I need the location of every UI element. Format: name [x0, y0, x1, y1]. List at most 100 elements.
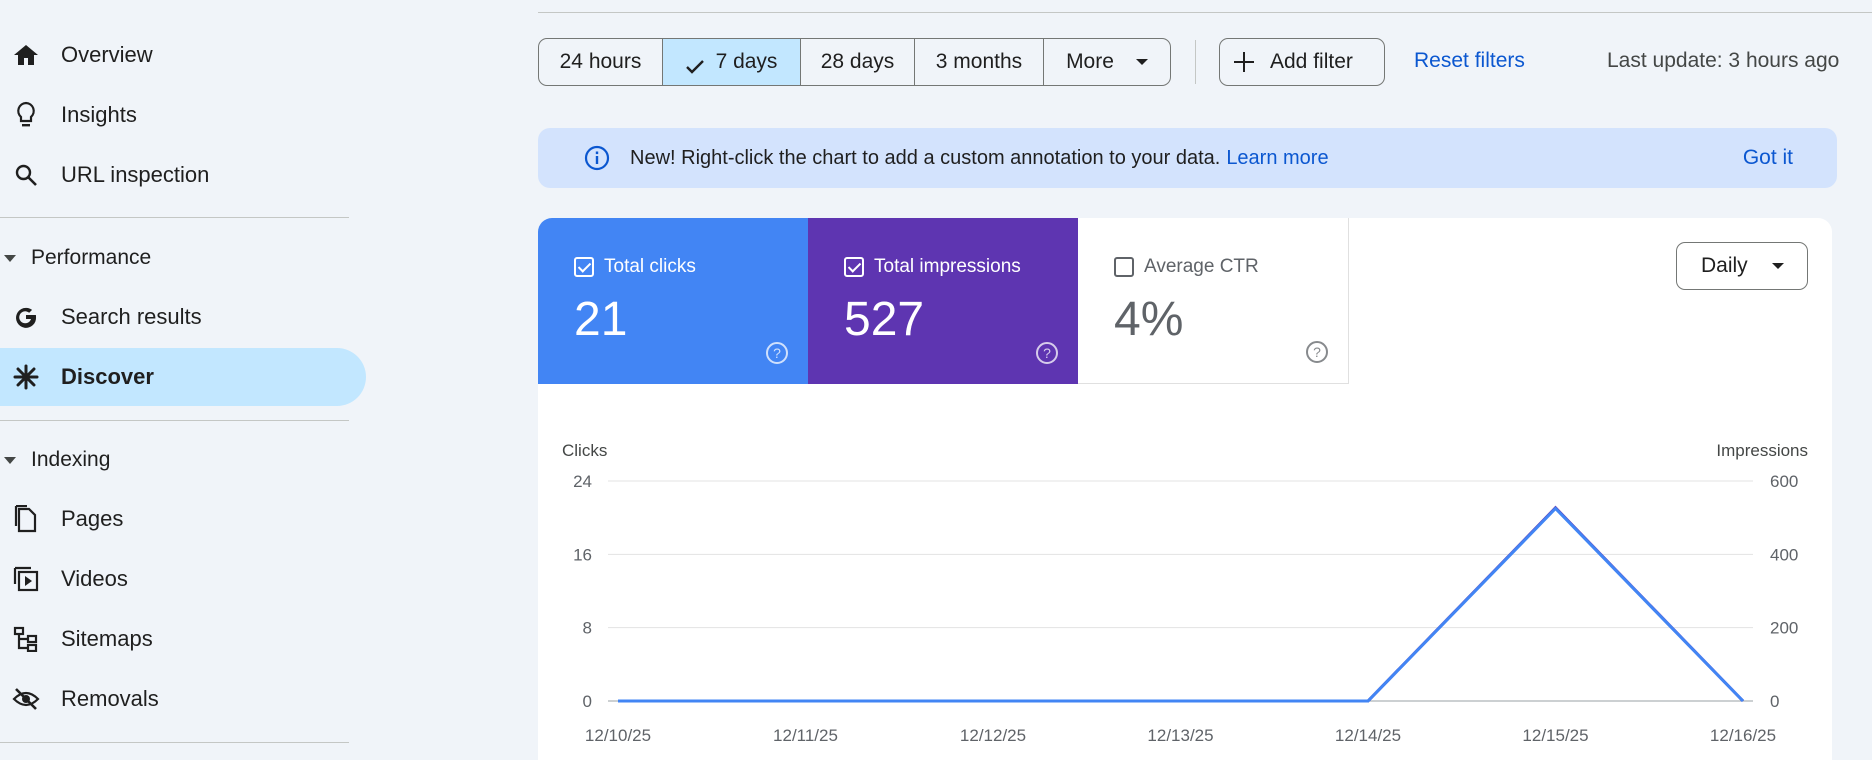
nav-discover[interactable]: Discover: [0, 348, 366, 406]
add-filter-label: Add filter: [1270, 50, 1353, 73]
sidebar-divider: [0, 217, 349, 218]
metric-clicks-header: Total clicks: [574, 256, 696, 278]
nav-pages[interactable]: Pages: [0, 490, 366, 548]
date-range-selector: 24 hours 7 days 28 days 3 months More: [538, 38, 1171, 86]
got-it-button[interactable]: Got it: [1742, 146, 1793, 169]
caret-down-icon: [1771, 263, 1784, 269]
nav-overview[interactable]: Overview: [0, 26, 366, 84]
nav-pages-label: Pages: [61, 506, 124, 531]
nav-url-inspection[interactable]: URL inspection: [0, 146, 366, 204]
metric-ctr-header: Average CTR: [1114, 256, 1259, 278]
section-indexing-label: Indexing: [31, 448, 111, 471]
metric-impressions-header: Total impressions: [844, 256, 1021, 278]
metric-total-clicks[interactable]: Total clicks 21 ?: [538, 218, 808, 384]
checkbox-unchecked-icon[interactable]: [1114, 257, 1134, 277]
nav-url-inspection-label: URL inspection: [61, 162, 210, 187]
left-axis-label: Clicks: [562, 441, 607, 460]
x-tick-label: 12/10/25: [585, 726, 651, 745]
series-line-clicks[interactable]: [618, 506, 1745, 703]
metric-impressions-value: 527: [844, 293, 925, 346]
caret-down-icon: [4, 254, 16, 262]
range-7-days-label: 7 days: [715, 50, 778, 73]
range-28-days[interactable]: 28 days: [801, 39, 915, 85]
annotation-banner: New! Right-click the chart to add a cust…: [538, 128, 1837, 188]
y-right-tick-label: 200: [1770, 619, 1798, 638]
pages-icon: [12, 505, 40, 533]
nav-sitemaps-label: Sitemaps: [61, 626, 153, 651]
banner-message-text: New! Right-click the chart to add a cust…: [630, 146, 1221, 169]
metric-ctr-label: Average CTR: [1144, 256, 1259, 277]
y-left-tick-label: 8: [583, 619, 592, 638]
x-tick-label: 12/13/25: [1147, 726, 1213, 745]
caret-down-icon: [4, 456, 16, 464]
range-7-days[interactable]: 7 days: [663, 39, 801, 85]
sidebar-divider: [0, 420, 349, 421]
x-tick-label: 12/14/25: [1335, 726, 1401, 745]
filter-separator: [1195, 40, 1196, 84]
home-icon: [12, 41, 40, 69]
plus-icon: [1234, 52, 1254, 72]
nav-search-results[interactable]: Search results: [0, 288, 366, 346]
nav-discover-label: Discover: [61, 364, 154, 389]
range-24-hours[interactable]: 24 hours: [539, 39, 663, 85]
eye-off-icon: [12, 685, 40, 713]
metric-clicks-value: 21: [574, 293, 628, 346]
google-g-icon: [12, 303, 40, 331]
y-right-tick-label: 400: [1770, 545, 1798, 564]
add-filter-button[interactable]: Add filter: [1219, 38, 1385, 86]
sitemap-icon: [12, 625, 40, 653]
help-icon[interactable]: ?: [1306, 341, 1328, 363]
x-tick-label: 12/11/25: [773, 726, 838, 745]
y-right-tick-label: 0: [1770, 692, 1779, 711]
range-more[interactable]: More: [1044, 39, 1170, 85]
metric-ctr-value: 4%: [1114, 293, 1184, 346]
check-icon: [685, 56, 704, 74]
x-tick-label: 12/12/25: [960, 726, 1026, 745]
help-icon[interactable]: ?: [1036, 342, 1058, 364]
help-icon[interactable]: ?: [766, 342, 788, 364]
nav-videos[interactable]: Videos: [0, 550, 366, 608]
nav-insights-label: Insights: [61, 102, 137, 127]
granularity-dropdown[interactable]: Daily: [1676, 242, 1808, 290]
x-tick-label: 12/15/25: [1522, 726, 1588, 745]
metric-clicks-label: Total clicks: [604, 256, 696, 277]
y-right-tick-label: 600: [1770, 472, 1798, 491]
granularity-label: Daily: [1701, 254, 1748, 277]
metric-total-impressions[interactable]: Total impressions 527 ?: [808, 218, 1078, 384]
banner-message: New! Right-click the chart to add a cust…: [630, 147, 1329, 170]
learn-more-link[interactable]: Learn more: [1226, 146, 1329, 169]
right-axis-label: Impressions: [1716, 441, 1808, 460]
performance-chart[interactable]: Clicks Impressions 0 8 16 24 0 200 400 600 12/…: [538, 414, 1832, 760]
video-icon: [12, 565, 40, 593]
sidebar-divider: [0, 742, 349, 743]
performance-card: Total clicks 21 ? Total impressions 527 …: [538, 218, 1832, 760]
range-3-months[interactable]: 3 months: [915, 39, 1044, 85]
metric-impressions-label: Total impressions: [874, 256, 1021, 277]
range-more-label: More: [1066, 50, 1114, 73]
nav-videos-label: Videos: [61, 566, 128, 591]
search-icon: [12, 161, 40, 189]
header-divider: [538, 12, 1872, 13]
info-icon: [584, 145, 610, 171]
checkbox-checked-icon[interactable]: [844, 257, 864, 277]
nav-overview-label: Overview: [61, 42, 153, 67]
y-left-tick-label: 16: [573, 545, 592, 564]
checkbox-checked-icon[interactable]: [574, 257, 594, 277]
lightbulb-icon: [12, 101, 40, 129]
y-left-tick-label: 0: [583, 692, 592, 711]
nav-removals-label: Removals: [61, 686, 159, 711]
caret-down-icon: [1135, 59, 1148, 65]
sidebar: Overview Insights URL inspection Perform…: [0, 0, 380, 760]
nav-sitemaps[interactable]: Sitemaps: [0, 610, 366, 668]
x-tick-label: 12/16/25: [1710, 726, 1776, 745]
y-left-tick-label: 24: [573, 472, 592, 491]
metric-average-ctr[interactable]: Average CTR 4% ?: [1078, 218, 1349, 384]
reset-filters-link[interactable]: Reset filters: [1414, 49, 1525, 72]
nav-removals[interactable]: Removals: [0, 670, 366, 728]
section-performance-label: Performance: [31, 246, 152, 269]
series-line-impressions[interactable]: [618, 505, 1745, 703]
nav-insights[interactable]: Insights: [0, 86, 366, 144]
asterisk-icon: [12, 363, 40, 391]
last-update-text: Last update: 3 hours ago: [1607, 49, 1840, 72]
nav-search-results-label: Search results: [61, 304, 202, 329]
